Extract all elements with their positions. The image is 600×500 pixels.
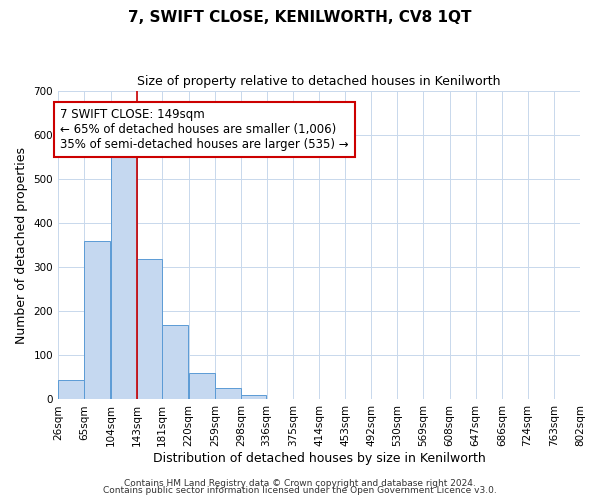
- Bar: [137, 259, 162, 400]
- Bar: [554, 398, 580, 400]
- Bar: [397, 398, 423, 400]
- Bar: [241, 395, 266, 400]
- Y-axis label: Number of detached properties: Number of detached properties: [15, 146, 28, 344]
- Text: 7 SWIFT CLOSE: 149sqm
← 65% of detached houses are smaller (1,006)
35% of semi-d: 7 SWIFT CLOSE: 149sqm ← 65% of detached …: [60, 108, 349, 151]
- Bar: [110, 152, 137, 400]
- Bar: [58, 380, 84, 400]
- Text: 7, SWIFT CLOSE, KENILWORTH, CV8 1QT: 7, SWIFT CLOSE, KENILWORTH, CV8 1QT: [128, 10, 472, 25]
- Text: Contains public sector information licensed under the Open Government Licence v3: Contains public sector information licen…: [103, 486, 497, 495]
- Bar: [188, 373, 215, 400]
- Bar: [267, 398, 293, 400]
- Bar: [215, 388, 241, 400]
- Text: Contains HM Land Registry data © Crown copyright and database right 2024.: Contains HM Land Registry data © Crown c…: [124, 478, 476, 488]
- Bar: [163, 326, 188, 400]
- X-axis label: Distribution of detached houses by size in Kenilworth: Distribution of detached houses by size …: [152, 452, 485, 465]
- Bar: [85, 240, 110, 400]
- Title: Size of property relative to detached houses in Kenilworth: Size of property relative to detached ho…: [137, 75, 501, 88]
